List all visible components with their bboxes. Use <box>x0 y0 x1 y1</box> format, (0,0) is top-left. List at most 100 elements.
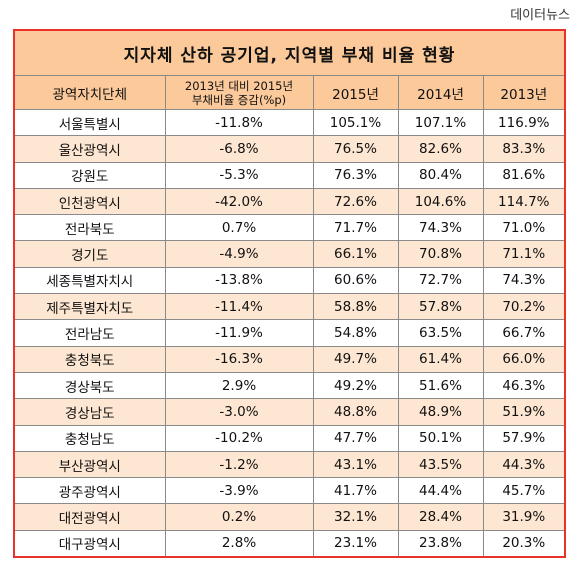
header-2015: 2015년 <box>312 75 399 110</box>
cell-region: 제주특별자치도 <box>15 293 166 321</box>
cell-change: -6.8% <box>164 135 314 163</box>
cell-y2014: 51.6% <box>397 371 484 400</box>
cell-change: -13.8% <box>164 266 314 295</box>
cell-change: -11.8% <box>164 108 314 137</box>
cell-change: -42.0% <box>164 187 314 216</box>
table-row: 경상북도 2.9% 49.2% 51.6% 46.3% <box>15 371 565 400</box>
cell-y2015: 43.1% <box>312 450 399 479</box>
cell-y2013: 66.7% <box>482 319 565 347</box>
cell-change: -4.9% <box>164 240 314 268</box>
cell-region: 울산광역시 <box>15 135 166 163</box>
cell-y2014: 23.8% <box>397 529 484 557</box>
cell-y2015: 49.2% <box>312 371 399 400</box>
cell-change: 0.2% <box>164 503 314 531</box>
cell-y2014: 44.4% <box>397 477 484 505</box>
cell-y2014: 107.1% <box>397 108 484 137</box>
header-change-line2: 부채비율 증감(%p) <box>191 92 287 107</box>
cell-change: -10.2% <box>164 424 314 452</box>
cell-y2014: 80.4% <box>397 161 484 189</box>
table-row: 경기도 -4.9% 66.1% 70.8% 71.1% <box>15 240 565 268</box>
debt-ratio-table: 지자체 산하 공기업, 지역별 부채 비율 현황 광역자치단체 2013년 대비… <box>15 31 565 557</box>
cell-y2015: 76.5% <box>312 135 399 163</box>
cell-region: 광주광역시 <box>15 477 166 505</box>
cell-change: -1.2% <box>164 450 314 479</box>
cell-y2015: 23.1% <box>312 529 399 557</box>
cell-y2013: 46.3% <box>482 371 565 400</box>
table-row: 전라북도 0.7% 71.7% 74.3% 71.0% <box>15 214 565 242</box>
cell-y2015: 48.8% <box>312 398 399 426</box>
debt-ratio-table-frame: 지자체 산하 공기업, 지역별 부채 비율 현황 광역자치단체 2013년 대비… <box>13 29 566 559</box>
cell-change: -16.3% <box>164 345 314 373</box>
cell-y2013: 20.3% <box>482 529 565 557</box>
cell-region: 경상남도 <box>15 398 166 426</box>
cell-y2014: 28.4% <box>397 503 484 531</box>
cell-y2013: 71.0% <box>482 214 565 242</box>
cell-y2014: 104.6% <box>397 187 484 216</box>
cell-region: 전라북도 <box>15 214 166 242</box>
table-row: 서울특별시 -11.8% 105.1% 107.1% 116.9% <box>15 108 565 137</box>
cell-y2013: 71.1% <box>482 240 565 268</box>
header-2014: 2014년 <box>397 75 484 110</box>
cell-y2013: 81.6% <box>482 161 565 189</box>
cell-change: -3.0% <box>164 398 314 426</box>
table-row: 충청남도 -10.2% 47.7% 50.1% 57.9% <box>15 424 565 452</box>
cell-y2013: 51.9% <box>482 398 565 426</box>
table-title-row: 지자체 산하 공기업, 지역별 부채 비율 현황 <box>15 31 565 76</box>
cell-y2015: 32.1% <box>312 503 399 531</box>
cell-y2013: 57.9% <box>482 424 565 452</box>
header-change: 2013년 대비 2015년 부채비율 증감(%p) <box>164 75 314 110</box>
table-row: 경상남도 -3.0% 48.8% 48.9% 51.9% <box>15 398 565 426</box>
cell-y2013: 70.2% <box>482 293 565 321</box>
table-body: 서울특별시 -11.8% 105.1% 107.1% 116.9% 울산광역시 -6.8% 7… <box>15 108 565 557</box>
cell-y2013: 116.9% <box>482 108 565 137</box>
cell-y2014: 50.1% <box>397 424 484 452</box>
header-2013: 2013년 <box>482 75 565 110</box>
source-label: 데이터뉴스 <box>510 8 570 23</box>
cell-y2015: 66.1% <box>312 240 399 268</box>
cell-y2013: 66.0% <box>482 345 565 373</box>
cell-y2013: 45.7% <box>482 477 565 505</box>
cell-y2015: 76.3% <box>312 161 399 189</box>
cell-y2013: 44.3% <box>482 450 565 479</box>
cell-y2013: 114.7% <box>482 187 565 216</box>
cell-y2014: 72.7% <box>397 266 484 295</box>
cell-y2014: 70.8% <box>397 240 484 268</box>
cell-region: 서울특별시 <box>15 108 166 137</box>
cell-y2015: 72.6% <box>312 187 399 216</box>
cell-y2015: 71.7% <box>312 214 399 242</box>
cell-region: 강원도 <box>15 161 166 189</box>
cell-region: 부산광역시 <box>15 450 166 479</box>
cell-change: -3.9% <box>164 477 314 505</box>
cell-change: -11.4% <box>164 293 314 321</box>
cell-y2014: 82.6% <box>397 135 484 163</box>
cell-region: 경상북도 <box>15 371 166 400</box>
cell-y2015: 41.7% <box>312 477 399 505</box>
cell-y2014: 48.9% <box>397 398 484 426</box>
cell-y2014: 63.5% <box>397 319 484 347</box>
cell-y2015: 47.7% <box>312 424 399 452</box>
cell-region: 전라남도 <box>15 319 166 347</box>
table-row: 광주광역시 -3.9% 41.7% 44.4% 45.7% <box>15 477 565 505</box>
table-row: 울산광역시 -6.8% 76.5% 82.6% 83.3% <box>15 135 565 163</box>
cell-y2014: 74.3% <box>397 214 484 242</box>
cell-y2013: 31.9% <box>482 503 565 531</box>
cell-region: 대전광역시 <box>15 503 166 531</box>
cell-y2014: 57.8% <box>397 293 484 321</box>
table-row: 세종특별자치시 -13.8% 60.6% 72.7% 74.3% <box>15 266 565 295</box>
cell-region: 세종특별자치시 <box>15 266 166 295</box>
header-region: 광역자치단체 <box>15 75 166 110</box>
cell-y2015: 105.1% <box>312 108 399 137</box>
cell-y2015: 49.7% <box>312 345 399 373</box>
cell-region: 인천광역시 <box>15 187 166 216</box>
table-row: 대구광역시 2.8% 23.1% 23.8% 20.3% <box>15 529 565 557</box>
cell-region: 충청북도 <box>15 345 166 373</box>
table-row: 대전광역시 0.2% 32.1% 28.4% 31.9% <box>15 503 565 531</box>
cell-change: -5.3% <box>164 161 314 189</box>
header-change-line1: 2013년 대비 2015년 <box>184 78 294 93</box>
cell-y2014: 43.5% <box>397 450 484 479</box>
table-header-row: 광역자치단체 2013년 대비 2015년 부채비율 증감(%p) 2015년 2… <box>15 75 565 110</box>
cell-change: 2.9% <box>164 371 314 400</box>
table-row: 충청북도 -16.3% 49.7% 61.4% 66.0% <box>15 345 565 373</box>
cell-change: 0.7% <box>164 214 314 242</box>
cell-y2015: 60.6% <box>312 266 399 295</box>
